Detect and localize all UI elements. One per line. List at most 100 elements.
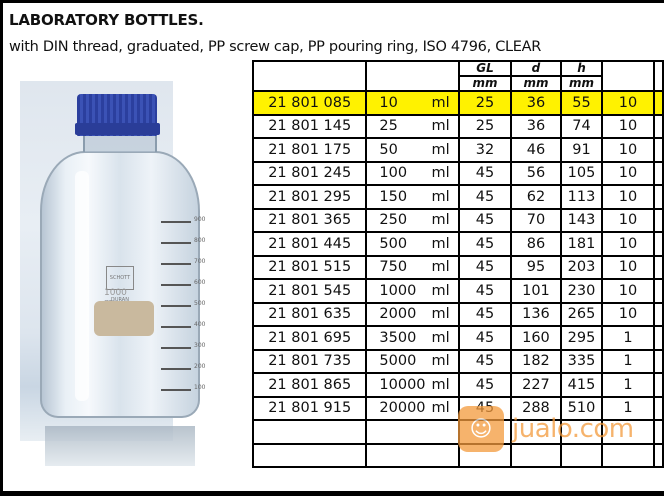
- h-value: 265: [559, 301, 604, 327]
- catalog-number: 21 801 515: [251, 254, 368, 280]
- qty-value: 10: [601, 184, 655, 210]
- h-value: 143: [559, 207, 604, 233]
- qty-value: 10: [601, 254, 655, 280]
- gl-value: 45: [457, 160, 513, 186]
- cap-rim: [75, 123, 160, 135]
- volume-value: 2000: [379, 306, 417, 323]
- extra-cell: [652, 207, 664, 233]
- catalog-number: 21 801 175: [251, 137, 368, 163]
- volume-unit: ml: [431, 212, 450, 229]
- table-row-empty: [251, 419, 664, 445]
- qty-value: 10: [601, 160, 655, 186]
- header-cell-volume: [365, 60, 460, 92]
- h-value: 55: [559, 90, 604, 116]
- volume-unit: ml: [431, 118, 450, 135]
- bottle-neck: [83, 136, 157, 152]
- graduation-mark: 400: [161, 321, 205, 328]
- writing-label-patch: [94, 301, 154, 336]
- graduation-mark: 800: [161, 237, 205, 244]
- h-value: 510: [559, 395, 604, 421]
- gl-value: 32: [457, 137, 513, 163]
- extra-cell: [652, 325, 664, 351]
- volume-cell: 3500 ml: [365, 325, 460, 351]
- volume-unit: ml: [431, 329, 450, 346]
- qty-value: 1: [601, 325, 655, 351]
- volume-unit: ml: [431, 235, 450, 252]
- header-cell-gl: GL mm: [457, 60, 513, 92]
- volume-cell: 1000 ml: [365, 278, 460, 304]
- d-value: 36: [510, 113, 562, 139]
- extra-cell: [652, 395, 664, 421]
- catalog-number: 21 801 545: [251, 278, 368, 304]
- page-title: LABORATORY BOTTLES.: [9, 11, 204, 29]
- brand-logo: SCHOTT DURAN: [106, 266, 134, 303]
- volume-value: 20000: [379, 400, 426, 417]
- d-value: 182: [510, 348, 562, 374]
- table-row: 21 801 175 50 ml 32 46 91 10: [251, 137, 664, 163]
- table-row: 21 801 735 5000 ml 45 182 335 1: [251, 348, 664, 374]
- spec-table: GL mm d mm h mm 21 801 085 10 ml 25 36 55 10 21 80…: [251, 60, 664, 468]
- qty-value: 10: [601, 90, 655, 116]
- h-value: 203: [559, 254, 604, 280]
- extra-cell: [652, 301, 664, 327]
- table-row: 21 801 545 1000 ml 45 101 230 10: [251, 278, 664, 304]
- catalog-page: LABORATORY BOTTLES. with DIN thread, gra…: [3, 3, 664, 491]
- qty-value: 10: [601, 207, 655, 233]
- volume-value: 10000: [379, 376, 426, 393]
- catalog-number: 21 801 865: [251, 372, 368, 398]
- volume-value: 150: [379, 188, 408, 205]
- table-row: 21 801 915 20000 ml 45 288 510 1: [251, 395, 664, 421]
- volume-value: 100: [379, 165, 408, 182]
- h-value: 91: [559, 137, 604, 163]
- qty-value: 10: [601, 231, 655, 257]
- table-row: 21 801 695 3500 ml 45 160 295 1: [251, 325, 664, 351]
- gl-value: 45: [457, 278, 513, 304]
- qty-value: 1: [601, 348, 655, 374]
- table-header-row: GL mm d mm h mm: [251, 60, 664, 92]
- d-value: 160: [510, 325, 562, 351]
- catalog-number: 21 801 735: [251, 348, 368, 374]
- extra-cell: [652, 278, 664, 304]
- qty-value: 10: [601, 278, 655, 304]
- volume-cell: 750 ml: [365, 254, 460, 280]
- d-value: 101: [510, 278, 562, 304]
- d-value: 36: [510, 90, 562, 116]
- volume-cell: 10 ml: [365, 90, 460, 116]
- table-row: 21 801 635 2000 ml 45 136 265 10: [251, 301, 664, 327]
- gl-value: 45: [457, 231, 513, 257]
- d-value: 136: [510, 301, 562, 327]
- graduation-mark: 100: [161, 384, 205, 391]
- extra-cell: [652, 348, 664, 374]
- volume-cell: 5000 ml: [365, 348, 460, 374]
- volume-cell: 250 ml: [365, 207, 460, 233]
- bottle-reflection: [45, 426, 195, 466]
- table-row: 21 801 085 10 ml 25 36 55 10: [251, 90, 664, 116]
- catalog-number: 21 801 245: [251, 160, 368, 186]
- bottle-highlight: [75, 171, 89, 401]
- volume-cell: 10000 ml: [365, 372, 460, 398]
- d-value: 86: [510, 231, 562, 257]
- gl-value: 45: [457, 395, 513, 421]
- d-value: 62: [510, 184, 562, 210]
- volume-value: 25: [379, 118, 398, 135]
- volume-cell: 25 ml: [365, 113, 460, 139]
- volume-unit: ml: [431, 282, 450, 299]
- graduation-mark: 300: [161, 342, 205, 349]
- table-row: 21 801 245 100 ml 45 56 105 10: [251, 160, 664, 186]
- gl-value: 45: [457, 348, 513, 374]
- gl-value: 25: [457, 90, 513, 116]
- h-value: 74: [559, 113, 604, 139]
- extra-cell: [652, 231, 664, 257]
- catalog-number: 21 801 445: [251, 231, 368, 257]
- d-value: 227: [510, 372, 562, 398]
- volume-unit: ml: [431, 94, 450, 111]
- h-value: 113: [559, 184, 604, 210]
- volume-cell: 2000 ml: [365, 301, 460, 327]
- gl-value: 45: [457, 325, 513, 351]
- page-subtitle: with DIN thread, graduated, PP screw cap…: [9, 39, 542, 55]
- extra-cell: [652, 184, 664, 210]
- graduation-mark: 500: [161, 300, 205, 307]
- gl-value: 45: [457, 301, 513, 327]
- volume-cell: 100 ml: [365, 160, 460, 186]
- volume-value: 50: [379, 141, 398, 158]
